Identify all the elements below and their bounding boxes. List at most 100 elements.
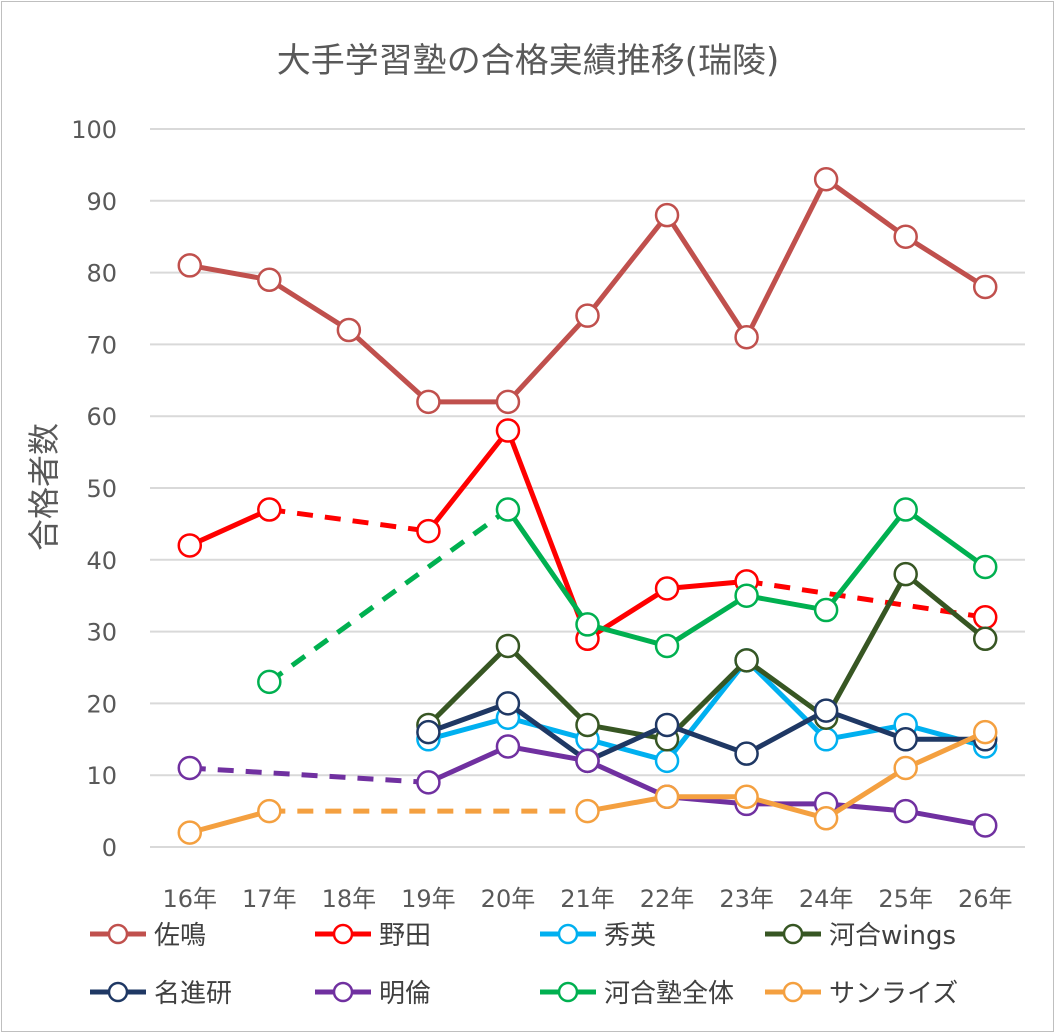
chart-title: 大手学習塾の合格実績推移(瑞陵) <box>277 41 780 81</box>
gridlines <box>150 128 1025 848</box>
data-point <box>257 267 282 293</box>
legend-label: 河合wings <box>829 921 956 951</box>
x-tick-label: 18年 <box>322 885 377 913</box>
data-point <box>257 798 282 824</box>
y-tick-label: 90 <box>86 188 117 216</box>
x-tick-label: 20年 <box>481 885 536 913</box>
series-segment <box>505 743 590 764</box>
x-tick-label: 25年 <box>878 885 933 913</box>
x-tick-label: 19年 <box>401 885 456 913</box>
data-point <box>495 691 521 716</box>
data-point <box>495 734 521 759</box>
legend-label: 秀英 <box>604 921 656 951</box>
legend-label: 佐鳴 <box>154 921 206 951</box>
legend-item: 明倫 <box>315 979 431 1009</box>
series-segment <box>664 657 750 742</box>
data-point <box>972 554 998 580</box>
series-segment <box>425 428 511 534</box>
data-point <box>893 755 918 781</box>
y-tick-label: 0 <box>102 834 117 862</box>
series-segment <box>823 765 909 821</box>
y-tick-label: 70 <box>86 331 117 359</box>
data-point <box>972 626 998 652</box>
series-segment <box>425 715 511 742</box>
x-tick-label: 16年 <box>162 885 217 913</box>
series-segment <box>664 657 750 764</box>
data-point <box>257 497 282 522</box>
series-segment <box>187 262 272 283</box>
series-segment <box>266 277 352 333</box>
series-segment <box>823 708 909 742</box>
legend-label: サンライズ <box>829 979 958 1009</box>
series-segment <box>744 176 829 340</box>
series-segment <box>823 801 909 814</box>
series-segment <box>346 327 431 405</box>
series-gap-segment <box>746 578 986 620</box>
data-point <box>416 518 441 544</box>
data-point <box>734 741 759 766</box>
data-point <box>177 755 203 781</box>
y-tick-label: 20 <box>86 690 117 718</box>
data-point <box>813 727 839 752</box>
series-segment <box>505 313 590 405</box>
data-point <box>734 648 759 673</box>
legend-item: 野田 <box>315 921 431 951</box>
data-point <box>654 202 680 228</box>
legend-marker <box>332 923 354 945</box>
series-segment <box>585 758 670 800</box>
legend-marker <box>332 981 354 1003</box>
series-segment <box>585 722 670 764</box>
data-point <box>495 418 521 443</box>
series-segment <box>823 176 909 240</box>
legend-marker <box>107 923 129 945</box>
legend-item: 河合wings <box>765 921 956 951</box>
data-point <box>972 813 998 838</box>
legend: 佐鳴 野田 秀英 河合wings 名進研 明倫 河合塾全体 サンライズ <box>90 921 958 1009</box>
y-tick-label: 100 <box>71 116 117 144</box>
series-segment <box>585 736 670 764</box>
series-segment <box>744 657 829 742</box>
series-segment <box>425 643 511 728</box>
data-point <box>654 576 680 601</box>
series-segment <box>187 507 272 548</box>
series-gap-segment <box>189 765 429 785</box>
data-point <box>495 497 521 522</box>
series-segment <box>664 593 750 649</box>
data-point <box>893 798 918 824</box>
y-tick-label: 30 <box>86 619 117 647</box>
legend-item: 佐鳴 <box>90 921 206 951</box>
data-point <box>416 389 441 415</box>
y-axis-label: 合格者数 <box>25 423 63 551</box>
series-lines <box>177 167 998 845</box>
series-segment <box>823 571 909 721</box>
data-point <box>654 712 680 738</box>
data-point <box>654 748 680 774</box>
data-point <box>734 784 759 809</box>
legend-label: 野田 <box>379 921 431 951</box>
x-tick-label: 22年 <box>640 885 695 913</box>
series <box>177 719 998 845</box>
y-tick-label: 80 <box>86 260 117 288</box>
data-point <box>972 274 998 300</box>
series-segment <box>585 722 670 742</box>
data-point <box>654 784 680 809</box>
series-segment <box>664 212 750 340</box>
data-point <box>813 597 839 623</box>
data-point <box>813 167 839 192</box>
data-point <box>813 698 839 723</box>
y-tick-label: 60 <box>86 403 117 431</box>
data-point <box>893 224 918 249</box>
legend-marker <box>107 981 129 1003</box>
data-point <box>893 561 918 587</box>
y-tick-label: 10 <box>86 762 117 790</box>
legend-marker <box>782 981 804 1003</box>
series-segment <box>744 794 829 821</box>
data-point <box>416 719 441 745</box>
legend-item: 河合塾全体 <box>540 979 734 1009</box>
series-segment <box>505 507 590 627</box>
legend-marker <box>557 923 579 945</box>
data-point <box>177 253 203 278</box>
series-segment <box>505 643 590 728</box>
data-point <box>416 770 441 795</box>
data-point <box>575 712 600 738</box>
